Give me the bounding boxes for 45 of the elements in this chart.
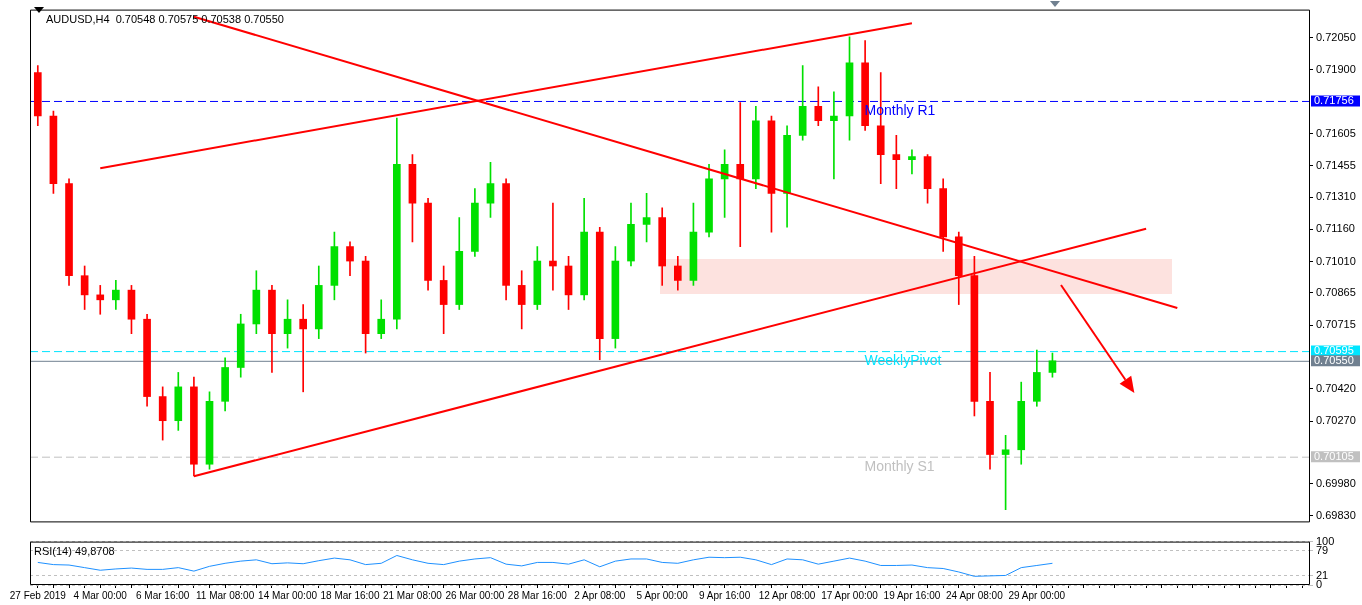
x-tick-label: 21 Mar 08:00: [382, 589, 443, 601]
text: 0.71756: [1314, 93, 1354, 106]
y-tick-label: 0.72050: [1316, 30, 1356, 43]
x-tick-label: 29 Apr 00:00: [1008, 589, 1066, 601]
y-tick-label: 0: [1316, 578, 1323, 591]
text: 0.70105: [1314, 449, 1354, 462]
candlestick: [96, 285, 105, 315]
candlestick: [908, 149, 916, 175]
candlestick: [736, 102, 745, 247]
x-tick-label: 26 Mar 00:00: [445, 589, 505, 601]
x-tick-label: 24 Apr 08:00: [946, 589, 1004, 601]
y-tick-label: 0.69980: [1316, 476, 1356, 489]
x-tick-label: 28 Mar 16:00: [507, 589, 568, 601]
candlestick: [830, 91, 838, 180]
x-tick-label: 27 Feb 2019: [9, 589, 67, 601]
x-tick-label: 12 Apr 08:00: [758, 589, 816, 601]
x-tick-label: 11 Mar 08:00: [196, 589, 255, 601]
chart-title: RSI(14) 49,8708: [34, 544, 115, 557]
y-tick-label: 21: [1316, 568, 1329, 581]
x-tick-label: 14 Mar 00:00: [258, 589, 318, 601]
candlestick: [549, 202, 557, 291]
x-tick-label: 4 Mar 00:00: [73, 589, 128, 601]
y-tick-label: 0.71900: [1316, 62, 1356, 75]
y-tick-label: 100: [1316, 534, 1335, 547]
y-tick-label: 0.71010: [1316, 254, 1356, 267]
x-tick-label: 5 Apr 00:00: [636, 589, 689, 601]
y-tick-label: 0.70865: [1316, 285, 1356, 298]
y-tick-label: 0.71455: [1316, 158, 1356, 171]
y-tick-label: 0.71605: [1316, 126, 1356, 139]
x-tick-label: 17 Apr 00:00: [821, 589, 879, 601]
y-tick-label: 0.70420: [1316, 381, 1356, 394]
x-tick-label: 18 Mar 16:00: [320, 589, 380, 601]
y-tick-label: 0.71160: [1316, 222, 1355, 235]
ref-line-label: Monthly S1: [864, 457, 935, 474]
y-tick-label: 0.70715: [1316, 318, 1356, 331]
y-tick-label: 0.69830: [1316, 508, 1356, 521]
candlestick: [299, 304, 307, 393]
x-tick-label: 6 Mar 16:00: [136, 589, 190, 601]
x-tick-label: 2 Apr 08:00: [574, 589, 626, 601]
x-tick-label: 19 Apr 16:00: [883, 589, 941, 601]
ref-line-label: WeeklyPivot: [864, 351, 942, 368]
y-tick-label: 0.70270: [1316, 414, 1356, 427]
x-tick-label: 9 Apr 16:00: [699, 589, 751, 601]
chart-title: AUDUSD,H4 0.70548 0.70575 0.70538 0.70550: [46, 12, 284, 25]
y-tick-label: 0.71310: [1316, 190, 1356, 203]
